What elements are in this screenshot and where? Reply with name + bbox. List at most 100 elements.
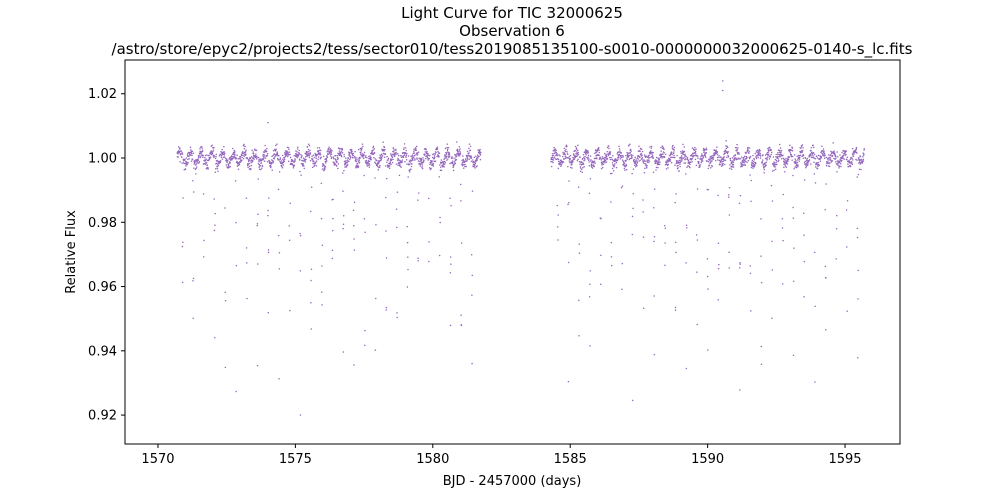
flux-point <box>410 159 413 162</box>
flux-point <box>258 163 261 166</box>
flux-point <box>814 381 816 383</box>
flux-point <box>260 162 262 164</box>
flux-point <box>288 225 291 227</box>
flux-point <box>689 166 691 169</box>
flux-point <box>267 311 269 314</box>
flux-point <box>630 150 632 152</box>
flux-point <box>555 149 557 151</box>
flux-point <box>614 160 616 162</box>
flux-point <box>835 214 838 217</box>
flux-point <box>274 154 276 156</box>
flux-point <box>718 263 720 266</box>
flux-point <box>330 149 332 151</box>
flux-point <box>572 153 575 155</box>
flux-point <box>198 160 201 163</box>
flux-point <box>413 154 416 157</box>
flux-point <box>195 173 197 175</box>
flux-point <box>299 232 301 235</box>
flux-point <box>804 157 807 159</box>
flux-point <box>746 161 748 163</box>
flux-point <box>715 149 717 151</box>
flux-point <box>589 345 591 347</box>
flux-point <box>468 158 470 160</box>
flux-point <box>828 162 831 164</box>
flux-point <box>682 157 685 159</box>
flux-point <box>189 149 192 151</box>
flux-point <box>618 156 620 158</box>
flux-point <box>834 154 837 157</box>
flux-point <box>586 156 588 159</box>
flux-point <box>767 151 770 153</box>
flux-point <box>443 166 445 168</box>
flux-point <box>396 312 398 314</box>
flux-point <box>372 149 375 151</box>
flux-point <box>339 153 342 155</box>
flux-point <box>258 168 261 170</box>
flux-point <box>697 157 699 159</box>
flux-point <box>756 149 759 151</box>
flux-point <box>695 153 697 155</box>
flux-point <box>272 154 274 157</box>
flux-point <box>590 159 592 161</box>
flux-point <box>313 164 316 167</box>
flux-point <box>453 163 456 165</box>
flux-point <box>749 272 752 275</box>
flux-point <box>207 167 209 169</box>
flux-point <box>825 156 828 159</box>
flux-point <box>449 256 452 258</box>
flux-point <box>856 227 859 230</box>
outlier-point <box>721 80 724 82</box>
flux-point <box>691 154 693 156</box>
flux-point <box>778 143 781 146</box>
flux-point <box>833 157 835 160</box>
flux-point <box>647 161 649 164</box>
flux-point <box>427 154 430 156</box>
flux-point <box>402 156 405 159</box>
flux-point <box>551 152 554 155</box>
flux-point <box>453 161 456 163</box>
flux-point <box>641 158 643 161</box>
flux-point <box>739 262 741 264</box>
flux-point <box>264 157 267 159</box>
flux-point <box>310 328 313 330</box>
flux-point <box>289 153 291 156</box>
flux-point <box>685 262 687 264</box>
flux-point <box>611 158 613 161</box>
flux-point <box>319 154 322 156</box>
flux-point <box>396 316 398 319</box>
flux-point <box>658 163 661 165</box>
flux-point <box>316 154 319 156</box>
flux-point <box>267 209 269 212</box>
flux-point <box>242 151 244 153</box>
flux-point <box>321 244 324 247</box>
flux-point <box>331 229 334 232</box>
flux-point <box>573 158 576 160</box>
flux-point <box>746 148 749 150</box>
flux-point <box>304 156 307 158</box>
flux-point <box>246 157 249 160</box>
flux-point <box>224 152 226 154</box>
flux-point <box>197 157 200 159</box>
flux-point <box>214 336 216 339</box>
flux-point <box>621 262 624 265</box>
flux-point <box>312 162 314 165</box>
flux-point <box>387 159 390 161</box>
flux-point <box>478 155 480 157</box>
flux-point <box>623 167 626 170</box>
flux-point <box>365 159 368 162</box>
flux-point <box>739 194 742 197</box>
flux-point <box>751 162 753 164</box>
flux-point <box>460 242 463 244</box>
flux-point <box>711 160 713 162</box>
flux-point <box>362 155 364 158</box>
flux-point <box>614 163 616 165</box>
flux-point <box>783 166 785 168</box>
flux-point <box>860 158 863 161</box>
flux-point <box>293 164 296 167</box>
flux-point <box>309 210 312 213</box>
flux-point <box>857 356 859 359</box>
flux-point <box>408 160 411 163</box>
flux-point <box>565 150 567 153</box>
flux-point <box>343 169 345 172</box>
flux-point <box>403 148 405 151</box>
